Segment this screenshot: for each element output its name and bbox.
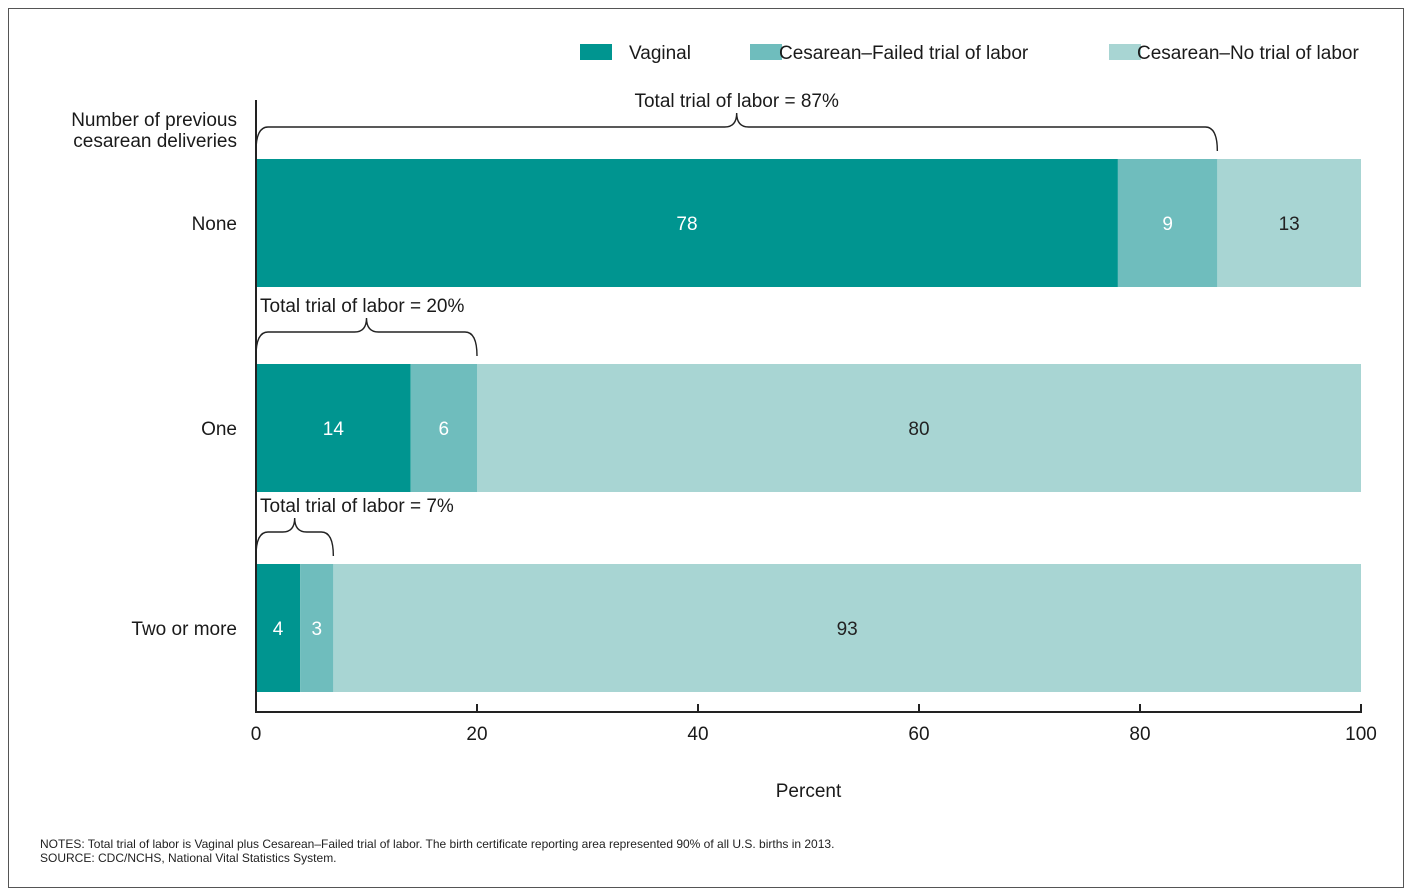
annotation-two-or-more: Total trial of labor = 7%: [260, 496, 454, 517]
category-label-one: One: [201, 419, 237, 440]
footer-notes: NOTES: Total trial of labor is Vaginal p…: [40, 837, 834, 865]
x-tick-label-40: 40: [687, 724, 708, 745]
legend-swatch-cesarean-failed-trial-of-labor: [750, 44, 782, 60]
brace-none: [255, 112, 1219, 152]
bar-label-none-cesarean-failed-trial-of-labor: 9: [1162, 214, 1173, 235]
bar-two-or-more-cesarean-failed-trial-of-labor: [300, 564, 334, 692]
bar-one-cesarean-failed-trial-of-labor: [410, 364, 477, 492]
bar-label-one-vaginal: 14: [323, 419, 345, 440]
x-axis-label: Percent: [776, 781, 842, 802]
bar-one-cesarean-no-trial-of-labor: [477, 364, 1361, 492]
notes-text: NOTES: Total trial of labor is Vaginal p…: [40, 837, 835, 851]
bar-label-two-or-more-cesarean-failed-trial-of-labor: 3: [311, 619, 322, 640]
bar-label-two-or-more-vaginal: 4: [273, 619, 284, 640]
bar-none-vaginal: [256, 159, 1118, 287]
category-label-two-or-more: Two or more: [131, 619, 237, 640]
y-axis-header-line: Number of previous: [71, 110, 237, 131]
brace-one: [255, 317, 478, 357]
legend-label-vaginal: Vaginal: [629, 43, 691, 64]
y-axis-header-line: cesarean deliveries: [73, 131, 237, 152]
bar-two-or-more-vaginal: [256, 564, 301, 692]
bar-label-one-cesarean-no-trial-of-labor: 80: [908, 419, 929, 440]
legend-label-cesarean-no-trial-of-labor: Cesarean–No trial of labor: [1137, 43, 1359, 64]
source-text: SOURCE: CDC/NCHS, National Vital Statist…: [40, 851, 337, 865]
bar-none-cesarean-failed-trial-of-labor: [1117, 159, 1218, 287]
brace-two-or-more: [255, 517, 335, 557]
x-tick-label-100: 100: [1345, 724, 1377, 745]
stacked-bar-chart: Vaginal Cesarean–Failed trial of labor Ces…: [71, 43, 1377, 802]
bar-label-none-vaginal: 78: [676, 214, 697, 235]
legend-label-cesarean-failed-trial-of-labor: Cesarean–Failed trial of labor: [779, 43, 1029, 64]
x-tick-label-20: 20: [466, 724, 487, 745]
bar-label-one-cesarean-failed-trial-of-labor: 6: [439, 419, 450, 440]
bar-one-vaginal: [256, 364, 411, 492]
x-tick-label-0: 0: [251, 724, 262, 745]
legend-swatch-vaginal: [580, 44, 612, 60]
annotation-none: Total trial of labor = 87%: [634, 91, 838, 112]
x-tick-label-80: 80: [1129, 724, 1150, 745]
bar-label-two-or-more-cesarean-no-trial-of-labor: 93: [837, 619, 858, 640]
bar-label-none-cesarean-no-trial-of-labor: 13: [1279, 214, 1300, 235]
bar-none-cesarean-no-trial-of-labor: [1217, 159, 1361, 287]
annotation-one: Total trial of labor = 20%: [260, 296, 464, 317]
category-label-none: None: [192, 214, 237, 235]
legend-swatch-cesarean-no-trial-of-labor: [1109, 44, 1141, 60]
bar-two-or-more-cesarean-no-trial-of-labor: [333, 564, 1362, 692]
x-tick-label-60: 60: [908, 724, 929, 745]
